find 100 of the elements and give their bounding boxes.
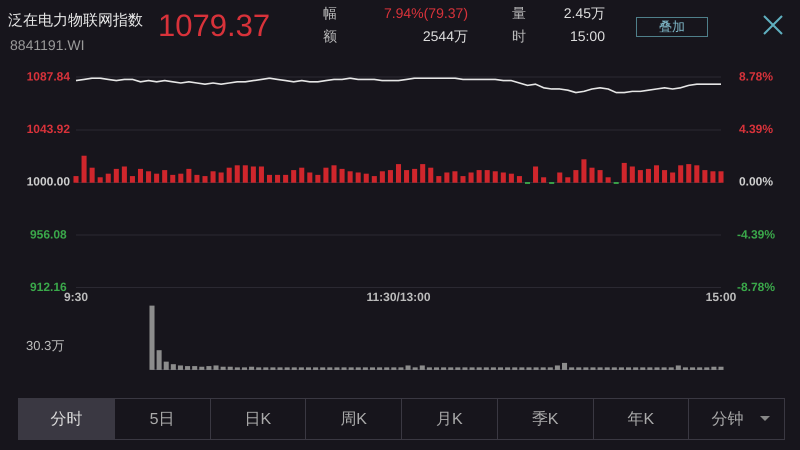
- bar: [590, 367, 596, 370]
- bar: [298, 367, 304, 370]
- bar: [156, 350, 162, 370]
- bar: [138, 168, 144, 183]
- bar: [242, 367, 247, 370]
- bar: [73, 176, 79, 183]
- bar: [266, 174, 272, 183]
- bar: [516, 176, 522, 183]
- bar: [668, 367, 674, 370]
- bar: [710, 171, 716, 183]
- bar: [292, 367, 297, 370]
- bar: [654, 165, 660, 183]
- bar: [618, 367, 624, 370]
- bar: [704, 367, 710, 370]
- y-tick-label: 1087.84: [26, 70, 70, 84]
- bar: [581, 159, 586, 183]
- bar: [185, 366, 190, 370]
- bar: [380, 171, 385, 183]
- bar: [334, 367, 340, 370]
- bar: [154, 174, 160, 183]
- bar: [348, 367, 354, 370]
- bar: [428, 168, 434, 183]
- bar: [606, 177, 611, 183]
- bar: [412, 168, 418, 183]
- bar: [565, 177, 570, 183]
- bar: [508, 174, 514, 183]
- bar: [662, 367, 667, 370]
- bar: [170, 174, 176, 183]
- bar: [420, 365, 425, 370]
- y2-tick-label: 0.00%: [738, 174, 774, 189]
- y2-tick-label: 4.39%: [738, 122, 774, 136]
- bar: [670, 172, 676, 183]
- chart-subtitle: 8841191.WI: [10, 37, 84, 53]
- bar: [130, 176, 135, 183]
- bar: [678, 165, 684, 183]
- bar: [612, 367, 617, 370]
- bar: [283, 174, 288, 183]
- bar: [512, 367, 518, 370]
- bar: [484, 170, 490, 183]
- bar: [404, 170, 410, 183]
- bar: [122, 166, 127, 183]
- bar: [540, 367, 546, 370]
- bar: [662, 170, 668, 183]
- bar: [526, 367, 532, 370]
- bar: [436, 176, 442, 183]
- text: 日K: [210, 398, 306, 440]
- bar: [210, 171, 216, 183]
- bar: [476, 367, 482, 370]
- bar: [146, 171, 152, 183]
- bar: [470, 367, 475, 370]
- bar: [220, 366, 226, 370]
- bar: [258, 166, 264, 183]
- bar: [299, 168, 304, 183]
- bar: [396, 164, 402, 183]
- text: 幅: [323, 5, 337, 23]
- bar: [213, 365, 219, 370]
- y-tick-label: 956.08: [30, 227, 67, 242]
- bar: [242, 165, 248, 183]
- bar: [306, 367, 311, 370]
- bar: [186, 168, 192, 183]
- x-tick-label: 15:00: [706, 290, 737, 304]
- text: 2544万: [422, 28, 468, 46]
- bar: [263, 367, 268, 370]
- text: 月K: [401, 398, 498, 440]
- bar: [284, 367, 290, 370]
- y2-tick-label: -8.78%: [736, 280, 776, 294]
- bar: [455, 367, 460, 370]
- bar: [90, 168, 95, 183]
- bar: [331, 165, 337, 183]
- y2-tick-label: -4.39%: [736, 227, 776, 242]
- bar: [569, 367, 574, 370]
- bar: [452, 171, 458, 183]
- bar: [340, 168, 345, 183]
- text: 30.3万: [26, 337, 64, 355]
- text: 分时: [18, 398, 115, 440]
- bar: [192, 366, 198, 370]
- text: 5日: [114, 398, 210, 440]
- bar: [234, 367, 240, 370]
- bar: [702, 170, 708, 183]
- bar: [256, 367, 262, 370]
- bar: [490, 367, 496, 370]
- bar: [149, 306, 155, 370]
- bar: [307, 172, 312, 183]
- bar: [519, 367, 524, 370]
- bar: [202, 176, 208, 183]
- bar: [356, 172, 361, 183]
- bar: [589, 168, 595, 183]
- bar: [694, 165, 700, 183]
- bar: [426, 367, 432, 370]
- bar: [498, 367, 504, 370]
- bar: [622, 162, 627, 183]
- text: 量: [512, 5, 526, 23]
- bar: [576, 367, 582, 370]
- bar: [270, 367, 276, 370]
- bar: [162, 170, 168, 183]
- bar: [420, 164, 426, 183]
- bar: [640, 367, 646, 370]
- bar: [313, 367, 318, 370]
- bar: [114, 168, 119, 183]
- bar: [391, 367, 396, 370]
